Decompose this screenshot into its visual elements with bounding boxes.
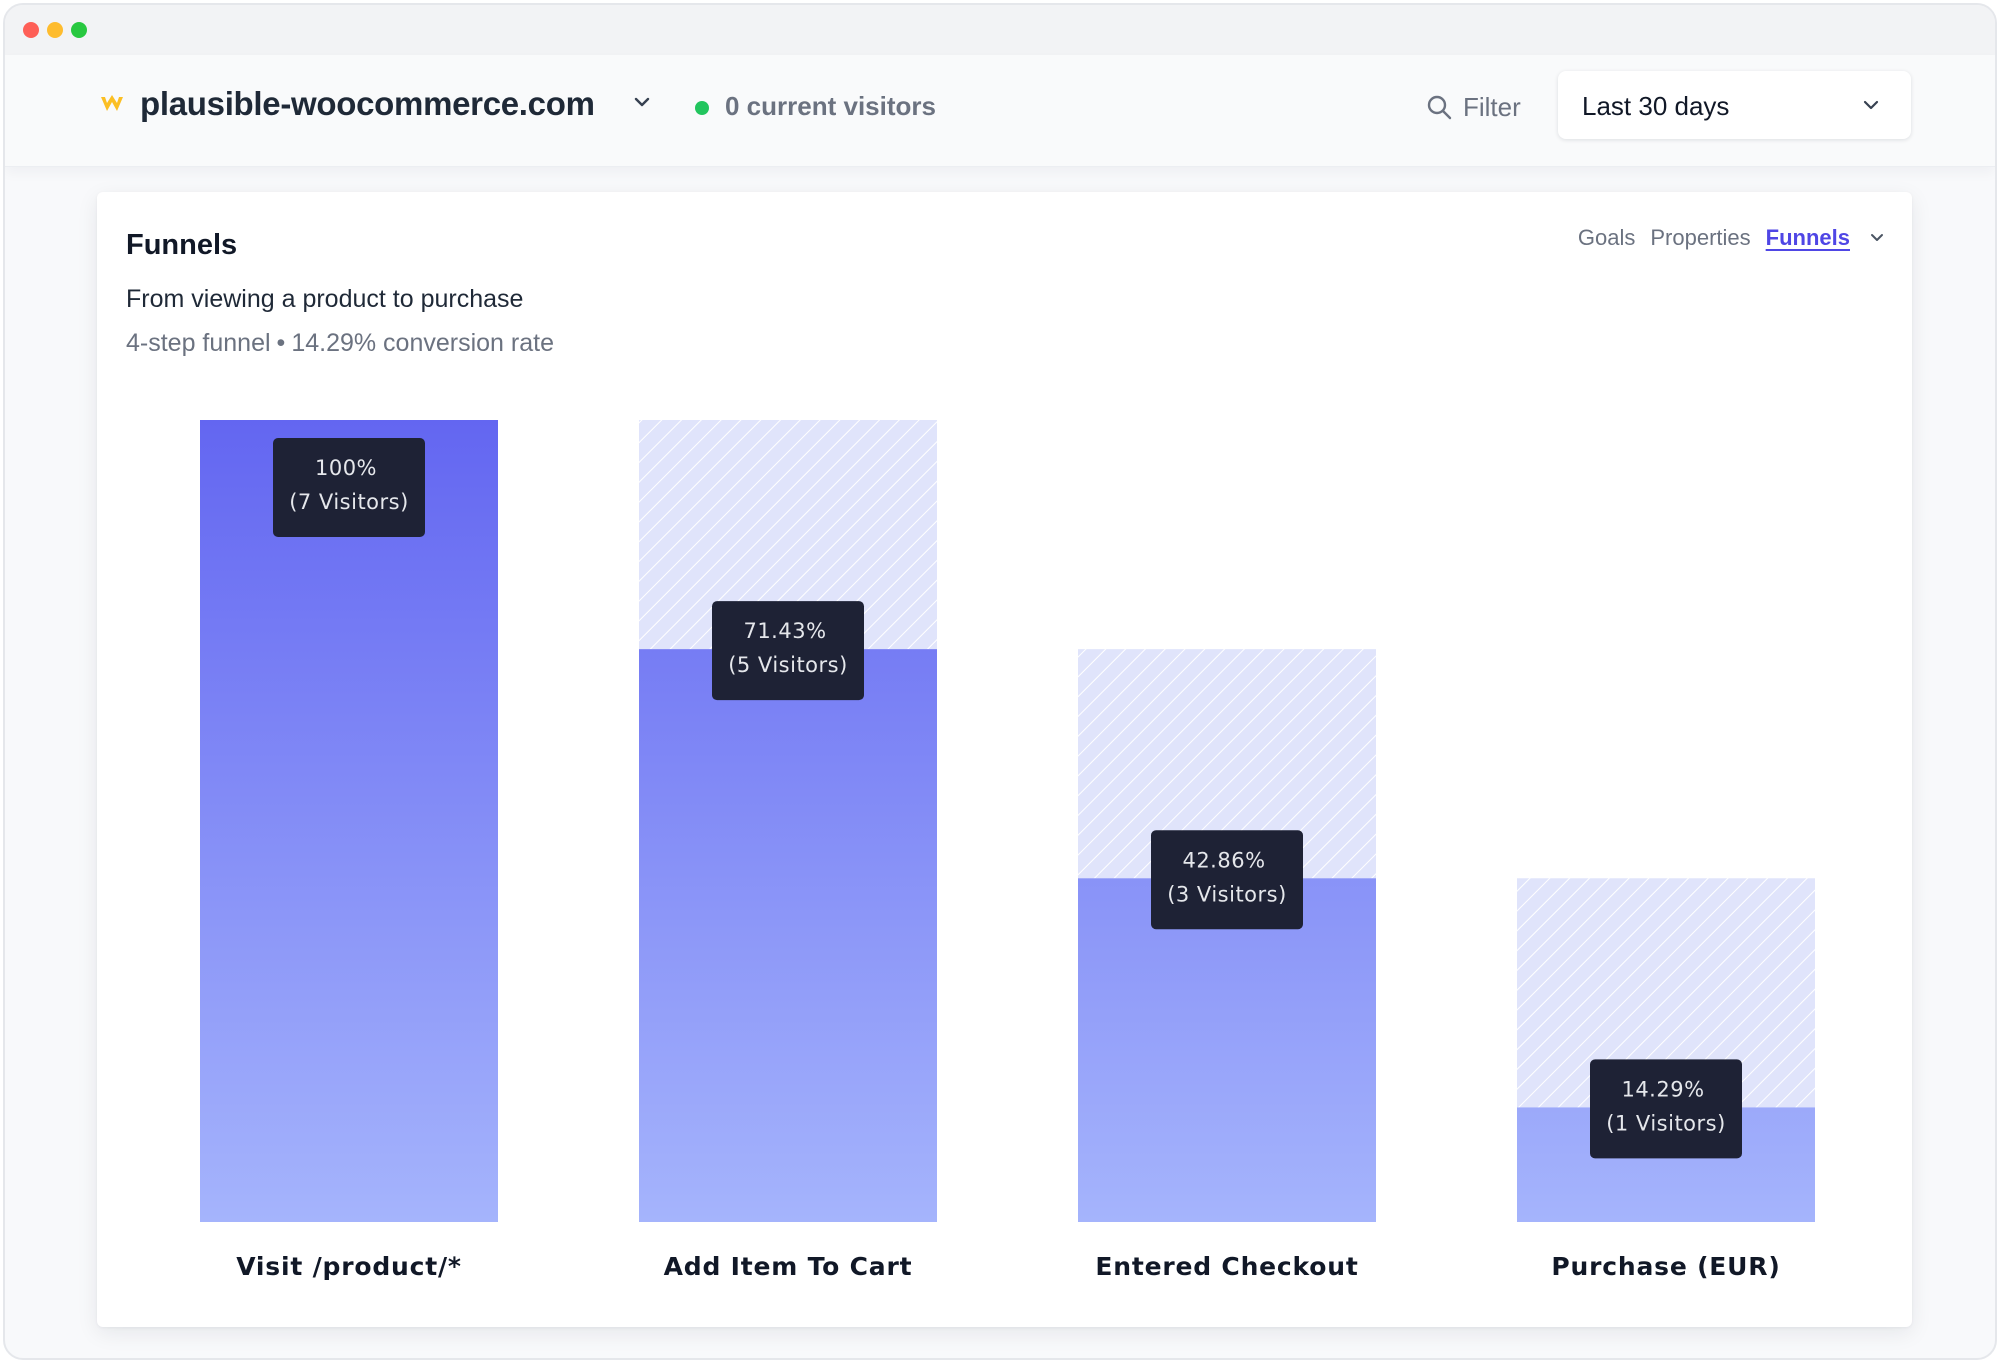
funnel-bar [1078,878,1376,1222]
funnel-step-label: Entered Checkout [1095,1252,1358,1281]
funnel-step-label: Purchase (EUR) [1551,1252,1780,1281]
chevron-down-icon [1863,100,1879,110]
dashboard-header: plausible-woocommerce.com 0 current visi… [5,55,1995,167]
tab-goals[interactable]: Goals [1577,225,1636,250]
live-status-dot [695,101,709,115]
search-icon [1427,95,1452,120]
funnel-name: From viewing a product to purchase [126,285,524,313]
funnel-step-count: 4-step funnel [126,329,271,357]
tooltip-percent: 71.43% [743,619,826,643]
current-visitors-link[interactable]: 0 current visitors [725,91,936,121]
tooltip-visitors: (1 Visitors) [1606,1111,1726,1135]
funnel-step[interactable]: 71.43% (5 Visitors) Add Item To Cart [639,420,937,1281]
browser-window: plausible-woocommerce.com 0 current visi… [3,3,1997,1360]
funnel-conversion-rate: 14.29% conversion rate [291,329,554,357]
date-range-select[interactable]: Last 30 days [1558,71,1911,139]
maximize-window-button[interactable] [71,22,87,38]
minimize-window-button[interactable] [47,22,63,38]
tooltip-percent: 14.29% [1621,1077,1704,1101]
chevron-down-icon[interactable] [1867,228,1887,248]
funnel-summary: 4-step funnel • 14.29% conversion rate [126,329,554,358]
funnel-step-label: Visit /product/* [236,1252,462,1281]
tooltip-percent: 42.86% [1182,848,1265,872]
funnel-tooltip [1590,1059,1742,1159]
funnel-step[interactable]: 100% (7 Visitors) Visit /product/* [200,420,498,1281]
funnel-step[interactable]: 42.86% (3 Visitors) Entered Checkout [1078,649,1376,1281]
card-title: Funnels [126,229,238,261]
tab-properties[interactable]: Properties [1650,225,1751,250]
funnels-card: Funnels Goals Properties Funnels From vi… [97,192,1912,1327]
funnel-tooltip [712,601,864,701]
funnel-tooltip [273,438,425,537]
funnel-bar [200,420,498,1222]
funnel-step-label: Add Item To Cart [664,1252,913,1281]
summary-separator: • [276,329,286,357]
funnel-step[interactable]: 14.29% (1 Visitors) Purchase (EUR) [1517,878,1815,1281]
filter-button[interactable]: Filter [1425,87,1521,127]
report-tabs: Goals Properties Funnels [1578,225,1887,251]
date-range-label: Last 30 days [1582,91,1730,121]
funnel-tooltip [1151,830,1303,930]
tooltip-visitors: (5 Visitors) [728,653,848,677]
funnel-chart: 100% (7 Visitors) Visit /product/* 71.43% (5… [200,420,1815,1281]
funnel-bar [639,649,937,1222]
site-favicon-icon [101,95,123,111]
filter-label: Filter [1463,91,1521,122]
chevron-down-icon[interactable] [631,91,653,113]
tooltip-visitors: (3 Visitors) [1167,882,1287,906]
tooltip-visitors: (7 Visitors) [289,490,409,514]
tooltip-percent: 100% [315,456,377,480]
site-switcher-name[interactable]: plausible-woocommerce.com [140,85,595,122]
window-titlebar [5,5,1995,55]
tab-funnels[interactable]: Funnels [1765,225,1850,250]
close-window-button[interactable] [23,22,39,38]
